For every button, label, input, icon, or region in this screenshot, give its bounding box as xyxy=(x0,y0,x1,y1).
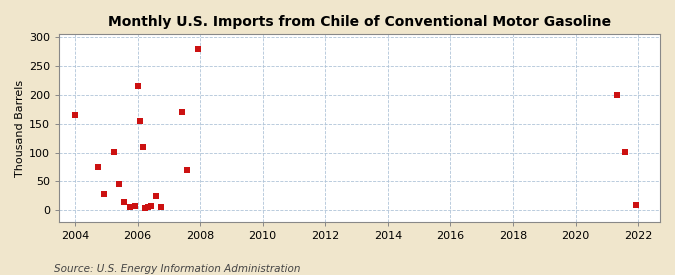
Text: Source: U.S. Energy Information Administration: Source: U.S. Energy Information Administ… xyxy=(54,264,300,274)
Point xyxy=(140,206,151,211)
Point xyxy=(145,204,156,208)
Point xyxy=(151,194,161,198)
Point xyxy=(99,192,109,196)
Point xyxy=(156,205,167,210)
Point xyxy=(93,165,104,169)
Point xyxy=(137,145,148,149)
Point xyxy=(124,205,135,210)
Point xyxy=(612,93,622,97)
Point xyxy=(620,150,630,154)
Y-axis label: Thousand Barrels: Thousand Barrels xyxy=(15,79,25,177)
Point xyxy=(130,204,140,208)
Title: Monthly U.S. Imports from Chile of Conventional Motor Gasoline: Monthly U.S. Imports from Chile of Conve… xyxy=(108,15,612,29)
Point xyxy=(135,119,146,123)
Point xyxy=(142,205,153,210)
Point xyxy=(109,150,119,154)
Point xyxy=(630,203,641,207)
Point xyxy=(182,168,192,172)
Point xyxy=(114,182,125,186)
Point xyxy=(70,113,80,117)
Point xyxy=(176,110,187,114)
Point xyxy=(192,46,203,51)
Point xyxy=(119,199,130,204)
Point xyxy=(132,83,143,88)
